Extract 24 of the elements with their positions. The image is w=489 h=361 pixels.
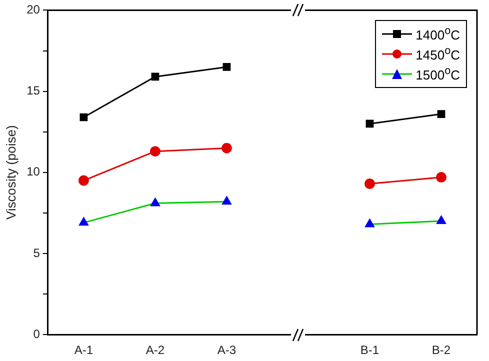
point — [364, 178, 375, 190]
point — [150, 146, 160, 157]
x-tick-label: A-3 — [217, 343, 236, 358]
y-tick-label: 20 — [26, 2, 40, 17]
legend-label: 1500$^{o}$C — [416, 65, 460, 83]
point — [80, 113, 88, 122]
point — [221, 142, 232, 154]
point — [436, 172, 446, 183]
y-axis-title: Viscosity (poise) — [3, 125, 18, 220]
x-tick-label: A-2 — [146, 343, 165, 358]
point — [366, 120, 374, 128]
point — [151, 72, 160, 81]
point — [222, 63, 231, 71]
y-tick-label: 5 — [33, 246, 40, 260]
point — [78, 175, 89, 186]
x-tick-label: B-1 — [360, 343, 380, 358]
legend-label: 1450$^{o}$C — [416, 45, 460, 63]
y-tick-label: 10 — [26, 164, 40, 179]
x-tick-label: A-1 — [74, 343, 94, 358]
y-tick-label: 15 — [26, 84, 40, 98]
y-tick-label: 0 — [33, 326, 40, 341]
x-tick-label: B-2 — [432, 343, 451, 358]
point — [437, 110, 446, 118]
legend-label: 1400$^{o}$C — [416, 25, 460, 43]
